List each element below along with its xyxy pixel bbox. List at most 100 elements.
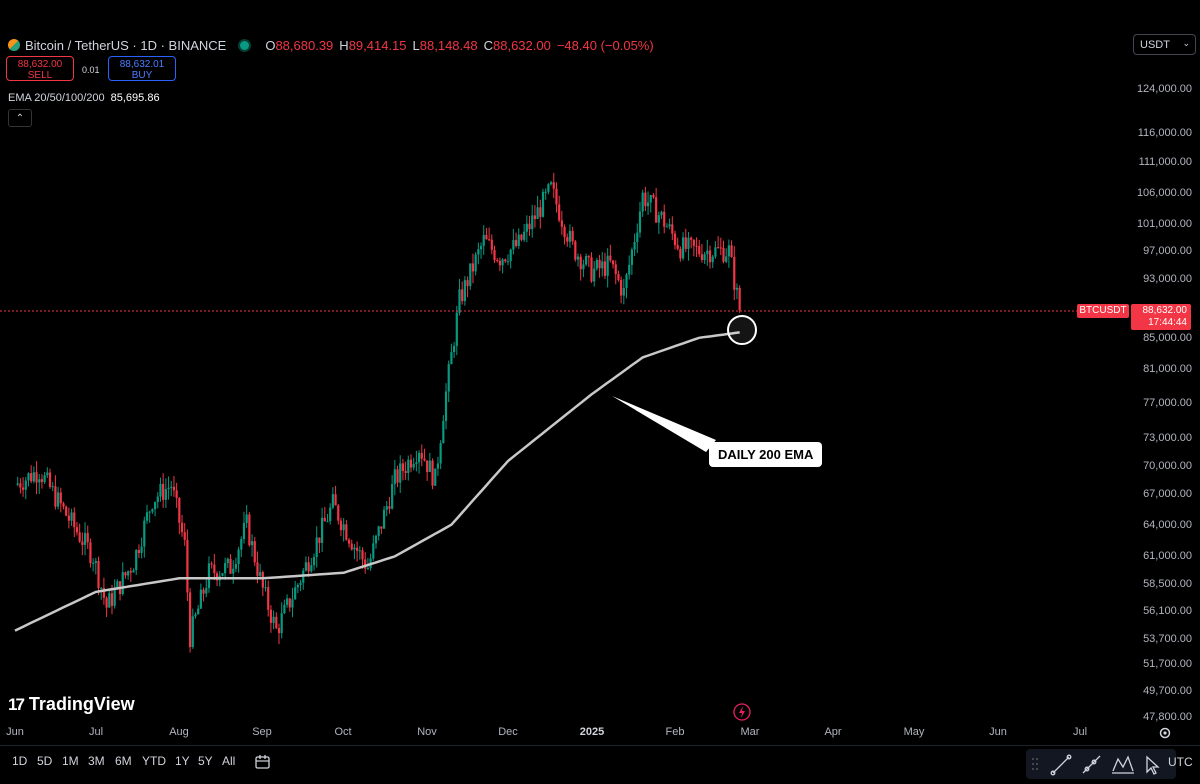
candle-body — [127, 571, 130, 576]
price-chart[interactable] — [0, 0, 1100, 725]
candle-body — [665, 226, 669, 228]
ema-200-line — [14, 331, 740, 632]
candle-body — [568, 230, 572, 242]
candle-body — [649, 195, 652, 203]
candle-body — [391, 484, 394, 509]
candle-body — [471, 263, 475, 272]
candle-body — [334, 494, 337, 506]
candle-body — [318, 537, 321, 543]
candle-body — [374, 535, 378, 544]
candle-body — [479, 245, 483, 250]
spread-value: 0.01 — [82, 65, 100, 75]
candle-body — [277, 628, 281, 634]
candle-body — [587, 256, 590, 258]
candle-body — [267, 587, 270, 610]
candle-body — [75, 527, 79, 533]
candle-body — [558, 204, 561, 221]
cursor-icon[interactable] — [1146, 755, 1160, 775]
candle-body — [436, 463, 440, 469]
symbol-title[interactable]: Bitcoin / TetherUS · 1D · BINANCE — [25, 37, 227, 53]
candle-body — [488, 239, 491, 241]
price-axis[interactable]: 124,000.00 116,000.00 111,000.00 106,000… — [1100, 0, 1200, 745]
settings-icon[interactable] — [1158, 726, 1172, 745]
currency-value: USDT — [1140, 38, 1170, 51]
candle-body — [496, 260, 499, 262]
candle-body — [224, 563, 227, 574]
candle-body — [124, 572, 127, 576]
candle-body — [655, 197, 658, 223]
candle-body — [129, 571, 132, 573]
candle-body — [105, 597, 108, 608]
candle-body — [240, 539, 243, 550]
candle-body — [304, 562, 308, 571]
time-label: Mar — [740, 726, 760, 738]
candle-body — [469, 263, 472, 287]
price-label: 97,000.00 — [1143, 245, 1192, 257]
range-button-5y[interactable]: 5Y — [198, 754, 213, 768]
candle-body — [444, 391, 448, 421]
ohlc-close: C88,632.00 — [483, 37, 551, 53]
time-label: Feb — [665, 726, 685, 738]
candle-body — [151, 509, 154, 512]
candle-body — [183, 532, 186, 540]
range-button-all[interactable]: All — [222, 754, 236, 768]
candle-body — [428, 460, 431, 473]
lightning-icon[interactable] — [733, 703, 751, 726]
candle-body — [447, 364, 450, 392]
candle-body — [145, 512, 149, 521]
candle-body — [393, 469, 396, 485]
candle-body — [598, 259, 601, 269]
candle-body — [399, 463, 402, 483]
trend-line-icon[interactable] — [1050, 754, 1072, 776]
calendar-icon[interactable] — [254, 753, 272, 776]
candle-body — [638, 211, 642, 233]
pattern-icon[interactable] — [1112, 755, 1134, 774]
range-button-1m[interactable]: 1M — [62, 754, 79, 768]
callout-pointer — [612, 396, 716, 452]
candle-body — [735, 287, 739, 290]
candle-body — [159, 483, 162, 497]
candle-body — [385, 506, 388, 510]
candle-body — [256, 562, 259, 576]
timezone-label[interactable]: UTC — [1168, 755, 1193, 769]
candle-body — [439, 443, 442, 464]
time-axis[interactable]: Jun Jul Aug Sep Oct Nov Dec 2025 Feb Mar… — [0, 726, 1100, 742]
time-label: May — [903, 726, 925, 738]
drag-handle-icon[interactable] — [1032, 758, 1038, 770]
price-label: 67,000.00 — [1143, 488, 1192, 500]
candle-body — [16, 483, 19, 485]
candle-body — [48, 472, 52, 487]
candle-body — [595, 259, 598, 269]
candle-body — [681, 237, 685, 259]
candle-body — [229, 558, 232, 574]
bar-countdown: 17:44:44 — [1148, 317, 1187, 328]
buy-button[interactable]: 88,632.01 BUY — [108, 56, 176, 81]
candle-body — [248, 514, 251, 546]
range-button-6m[interactable]: 6M — [115, 754, 132, 768]
ray-icon[interactable] — [1082, 755, 1101, 774]
candle-body — [539, 207, 542, 217]
candle-body — [727, 245, 730, 257]
chevron-up-icon: ⌃ — [15, 112, 25, 124]
candle-body — [78, 532, 81, 542]
candle-body — [310, 565, 313, 572]
range-button-ytd[interactable]: YTD — [142, 754, 166, 768]
candle-body — [660, 211, 663, 216]
candle-body — [695, 245, 698, 247]
candle-body — [725, 256, 728, 262]
candle-body — [356, 547, 359, 551]
range-button-3m[interactable]: 3M — [88, 754, 105, 768]
collapse-legend-button[interactable]: ⌃ — [8, 109, 32, 127]
candle-body — [110, 593, 114, 606]
candle-body — [552, 182, 555, 189]
range-button-1d[interactable]: 1D — [12, 754, 28, 768]
sell-button[interactable]: 88,632.00 SELL — [6, 56, 74, 81]
range-button-1y[interactable]: 1Y — [175, 754, 190, 768]
price-label: 49,700.00 — [1143, 685, 1192, 697]
currency-select[interactable]: USDT ⌄ — [1133, 34, 1196, 55]
candle-body — [525, 223, 528, 232]
indicator-legend[interactable]: EMA 20/50/100/200 85,695.86 — [8, 92, 160, 104]
candle-body — [172, 486, 176, 491]
range-button-5d[interactable]: 5D — [37, 754, 53, 768]
price-label: 85,000.00 — [1143, 332, 1192, 344]
